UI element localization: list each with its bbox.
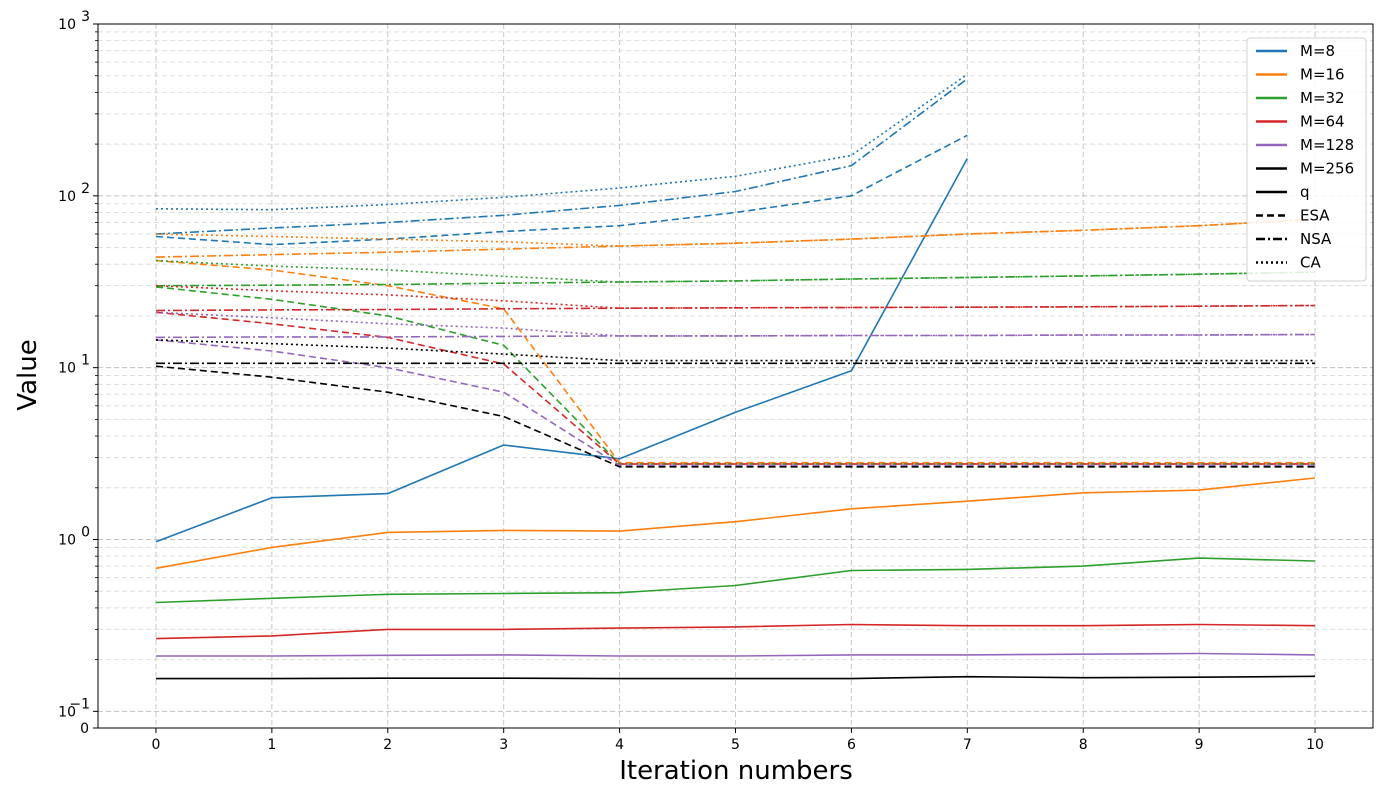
series-line [155, 477, 1316, 570]
series-line [155, 284, 1316, 310]
series-line [155, 311, 1315, 465]
y-tick-exponent: 1 [81, 353, 90, 369]
x-tick-label: 10 [1306, 737, 1324, 753]
y-tick-exponent: −1 [69, 696, 90, 712]
series-lines [155, 73, 1316, 680]
legend-label: M=64 [1300, 113, 1345, 131]
series-line [155, 259, 1315, 464]
series-line [155, 218, 1316, 258]
y-tick-exponent: 0 [81, 525, 90, 541]
x-axis-ticks: 0 1 2 3 4 5 6 7 8 9 10 [151, 728, 1324, 753]
x-tick-label: 3 [499, 737, 508, 753]
y-tick-label: 10 [58, 361, 76, 377]
series-line [156, 675, 1316, 680]
series-line [155, 623, 1316, 640]
x-tick-label: 6 [847, 737, 856, 753]
y-tick-label: 10 [58, 704, 76, 720]
series-line [155, 259, 1316, 283]
y-tick-label: 10 [58, 533, 76, 549]
x-tick-label: 2 [383, 737, 392, 753]
series-line [155, 73, 968, 211]
x-tick-label: 7 [963, 737, 972, 753]
y-tick-label-zero: 0 [80, 721, 89, 737]
x-axis-label: Iteration numbers [619, 756, 853, 786]
legend-label: M=128 [1300, 136, 1354, 154]
y-tick-exponent: 2 [81, 181, 90, 197]
series-line [155, 339, 1315, 467]
legend-label: M=16 [1300, 66, 1345, 84]
legend-label: M=256 [1300, 160, 1354, 178]
legend-label: CA [1300, 254, 1321, 272]
y-axis-label: Value [13, 339, 43, 410]
series-line [155, 311, 1316, 337]
x-tick-label: 5 [731, 737, 740, 753]
y-tick-label: 10 [58, 17, 76, 33]
legend-label: M=8 [1300, 42, 1335, 60]
x-tick-label: 9 [1195, 737, 1204, 753]
series-line [155, 218, 1316, 247]
series-line [155, 134, 968, 246]
series-line [155, 365, 1315, 468]
legend-label: M=32 [1300, 89, 1345, 107]
series-line [155, 557, 1316, 604]
x-tick-label: 1 [267, 737, 276, 753]
x-tick-label: 8 [1079, 737, 1088, 753]
y-tick-exponent: 3 [81, 9, 90, 25]
series-line [156, 652, 1316, 657]
series-line [155, 339, 1315, 362]
x-tick-label: 4 [615, 737, 624, 753]
x-tick-label: 0 [151, 737, 160, 753]
y-axis-ticks: 10−110 010 110 210 30 [58, 9, 98, 737]
y-tick-label: 10 [58, 189, 76, 205]
legend: M=8 M=16 M=32 M=64 M=128 M=256 q ESA NSA CA [1246, 37, 1367, 282]
legend-label: NSA [1300, 230, 1332, 248]
grid-lines [98, 23, 1373, 728]
legend-label: ESA [1300, 207, 1330, 225]
series-line [155, 158, 969, 543]
legend-label: q [1300, 183, 1310, 201]
series-line [155, 78, 968, 235]
